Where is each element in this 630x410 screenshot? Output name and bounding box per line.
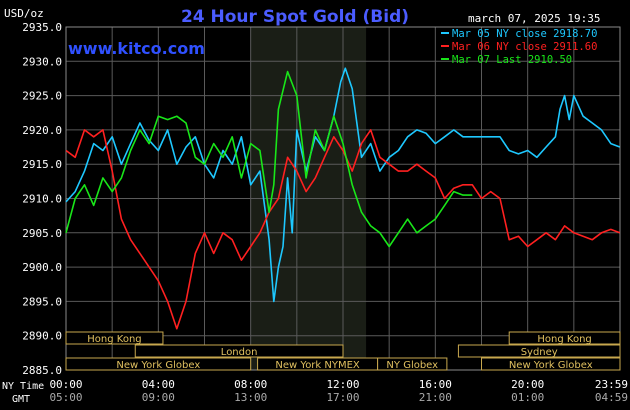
y-tick-label: 2935.0	[22, 21, 62, 34]
x-axis-gmt-label: GMT	[12, 394, 30, 405]
session-bar	[481, 357, 621, 371]
x-tick-label-ny: 16:00	[419, 378, 452, 391]
session-label: New York Globex	[509, 360, 593, 371]
y-tick-label: 2925.0	[22, 90, 62, 103]
y-tick-label: 2895.0	[22, 295, 62, 308]
session-label: Hong Kong	[87, 334, 141, 345]
x-tick-label-ny: 12:00	[326, 378, 359, 391]
grid-lines	[65, 26, 621, 371]
x-tick-label-ny: 20:00	[511, 378, 544, 391]
session-label: New York Globex	[116, 360, 200, 371]
y-axis-unit-label: USD/oz	[4, 7, 44, 20]
session-bar	[377, 357, 448, 371]
x-tick-label-gmt: 17:00	[326, 391, 359, 404]
x-tick-label-ny: 00:00	[49, 378, 82, 391]
session-bar	[457, 344, 621, 358]
series-lines	[65, 67, 621, 330]
x-axis-tick-labels: 00:00 04:00 08:00 12:00 16:00 20:00 23:59 05:00…	[49, 378, 628, 404]
series-line-1	[65, 67, 621, 303]
session-bar	[65, 331, 164, 345]
session-label: NY Globex	[386, 360, 438, 371]
legend-entry: Mar 07 Last 2910.50	[452, 54, 572, 66]
y-tick-label: 2885.0	[22, 364, 62, 377]
x-tick-label-gmt: 13:00	[234, 391, 267, 404]
x-tick-label-ny: 23:59	[595, 378, 628, 391]
series-line-2	[65, 129, 621, 330]
legend-entry: Mar 05 NY close 2918.70	[452, 28, 597, 40]
x-tick-label-gmt: 21:00	[419, 391, 452, 404]
x-tick-label-gmt: 05:00	[49, 391, 82, 404]
site-url[interactable]: www.kitco.com	[68, 39, 205, 58]
y-tick-label: 2930.0	[22, 55, 62, 68]
x-tick-label-gmt: 04:59	[595, 391, 628, 404]
x-tick-label-gmt: 09:00	[142, 391, 175, 404]
legend-entry: Mar 06 NY close 2911.60	[452, 41, 597, 53]
x-tick-label-ny: 08:00	[234, 378, 267, 391]
session-bar	[65, 357, 252, 371]
date-label: march 07, 2025 19:35	[468, 12, 600, 25]
trading-sessions: Hong Kong Hong Kong London Sydney New York G…	[65, 331, 621, 371]
y-axis-tick-labels: 2935.0 2930.0 2925.0 2920.0 2915.0 2910.0 2905…	[22, 21, 62, 377]
y-tick-label: 2890.0	[22, 330, 62, 343]
session-label: Sydney	[521, 347, 558, 358]
session-bar	[134, 344, 344, 358]
x-axis-ny-label: NY Time	[2, 381, 44, 392]
y-tick-label: 2905.0	[22, 227, 62, 240]
y-tick-label: 2910.0	[22, 193, 62, 206]
series-line-3	[65, 70, 473, 248]
x-tick-label-gmt: 01:00	[511, 391, 544, 404]
session-label: London	[221, 347, 258, 358]
session-bar	[508, 331, 621, 345]
y-tick-label: 2915.0	[22, 158, 62, 171]
y-tick-label: 2920.0	[22, 124, 62, 137]
x-tick-label-ny: 04:00	[142, 378, 175, 391]
chart-title: 24 Hour Spot Gold (Bid)	[181, 7, 409, 27]
session-label: Hong Kong	[537, 334, 591, 345]
y-tick-label: 2900.0	[22, 261, 62, 274]
session-label: New York NYMEX	[275, 360, 360, 371]
